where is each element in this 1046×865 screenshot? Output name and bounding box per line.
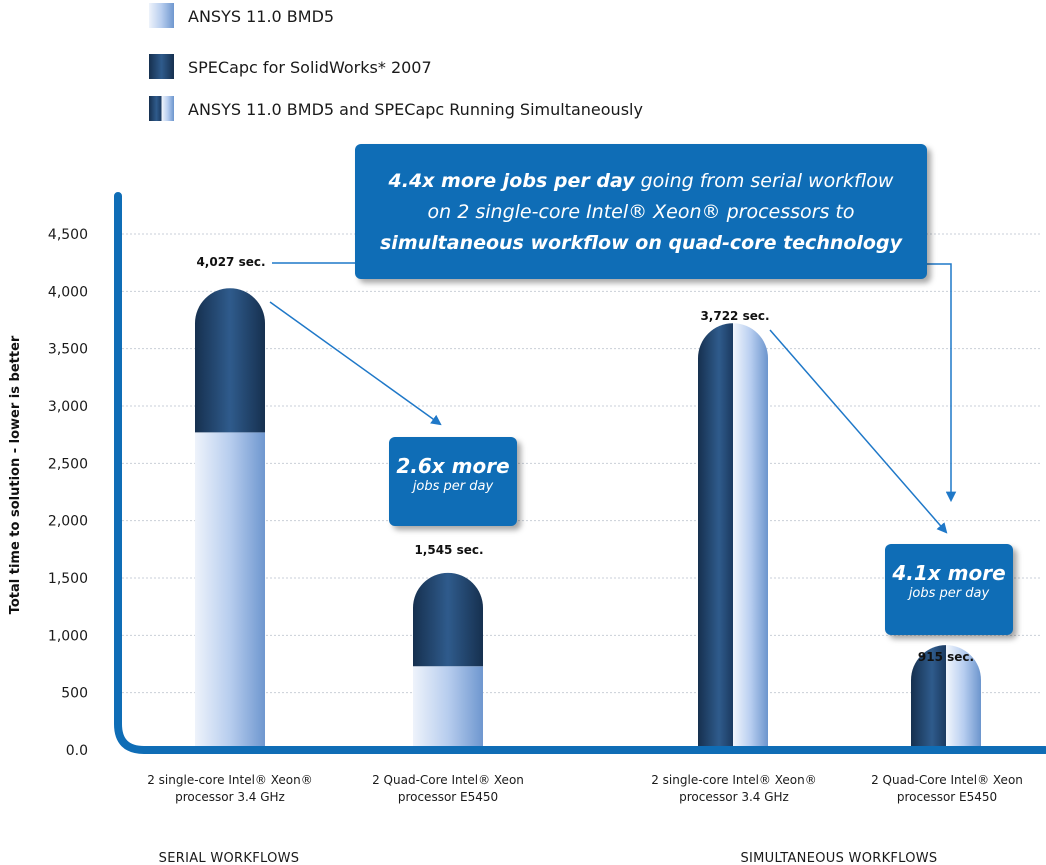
- bar-2-simultaneous-right: [733, 323, 768, 750]
- main-callout-bold3: simultaneous workflow on quad-core techn…: [380, 232, 902, 254]
- legend-label-simultaneous: ANSYS 11.0 BMD5 and SPECapc Running Simu…: [188, 100, 643, 119]
- serial-speedup-caption: jobs per day: [412, 479, 494, 494]
- legend-label-specapc: SPECapc for SolidWorks* 2007: [188, 58, 432, 77]
- category-label-3-line-0: 2 Quad-Core Intel® Xeon: [871, 773, 1023, 787]
- main-callout-rest1: going from serial workflow: [634, 170, 894, 192]
- y-tick-label-3500: 3,500: [48, 342, 88, 358]
- y-tick-label-2500: 2,500: [48, 456, 88, 472]
- axes: [114, 192, 1046, 754]
- y-tick-label-1000: 1,000: [48, 628, 88, 644]
- bar-0-ansys-segment: [195, 432, 265, 750]
- serial-speedup-value: 2.6x more: [396, 454, 510, 478]
- y-tick-label-0: 0.0: [66, 743, 88, 759]
- main-callout-line2: on 2 single-core Intel® Xeon® processors…: [427, 201, 855, 223]
- value-labels: 4,027 sec. 1,545 sec. 3,722 sec. 915 sec.: [196, 255, 974, 664]
- legend-item-simultaneous: ANSYS 11.0 BMD5 and SPECapc Running Simu…: [149, 96, 643, 121]
- bar-3-simultaneous-left: [911, 645, 946, 750]
- legend-item-ansys: ANSYS 11.0 BMD5: [149, 3, 334, 28]
- value-label-0: 4,027 sec.: [196, 255, 265, 269]
- category-label-1-line-0: 2 Quad-Core Intel® Xeon: [372, 773, 524, 787]
- category-label-0-line-1: processor 3.4 GHz: [175, 790, 285, 804]
- legend-label-ansys: ANSYS 11.0 BMD5: [188, 7, 334, 26]
- legend-swatch-ansys: [149, 3, 174, 28]
- legend: ANSYS 11.0 BMD5 SPECapc for SolidWorks* …: [149, 3, 643, 121]
- bar-2-simultaneous-left: [698, 323, 733, 750]
- y-tick-labels: 0.0 500 1,000 1,500 2,000 2,500 3,000 3,500 4,00…: [48, 227, 88, 759]
- value-label-2: 3,722 sec.: [700, 309, 769, 323]
- category-label-0-line-0: 2 single-core Intel® Xeon®: [147, 773, 313, 787]
- category-labels: 2 single-core Intel® Xeon® processor 3.4 …: [147, 773, 1023, 865]
- y-tick-label-4000: 4,000: [48, 284, 88, 300]
- arrows: [269, 262, 957, 534]
- value-label-1: 1,545 sec.: [414, 543, 483, 557]
- simultaneous-speedup-value: 4.1x more: [892, 561, 1006, 585]
- value-label-3: 915 sec.: [918, 650, 974, 664]
- simultaneous-speedup-callout: 4.1x more jobs per day: [885, 544, 1013, 635]
- arrow-serial-speedup: [269, 301, 442, 426]
- legend-swatch-simultaneous-right: [161, 96, 174, 121]
- legend-item-specapc: SPECapc for SolidWorks* 2007: [149, 54, 432, 79]
- y-tick-label-3000: 3,000: [48, 399, 88, 415]
- main-callout-line1: 4.4x more jobs per day going from serial…: [365, 166, 917, 197]
- category-label-3-line-1: processor E5450: [897, 790, 997, 804]
- y-tick-label-500: 500: [61, 686, 88, 702]
- legend-swatch-simultaneous-left: [149, 96, 162, 121]
- arrow-main-to-quadcore: [927, 263, 957, 503]
- y-tick-label-1500: 1,500: [48, 571, 88, 587]
- axis-line: [114, 192, 1046, 754]
- category-label-2-line-1: processor 3.4 GHz: [679, 790, 789, 804]
- main-callout-line3: simultaneous workflow on quad-core techn…: [365, 228, 917, 259]
- group-label-0: SERIAL WORKFLOWS: [159, 851, 300, 865]
- y-tick-label-2000: 2,000: [48, 514, 88, 530]
- bars: [195, 288, 981, 750]
- group-label-1: SIMULTANEOUS WORKFLOWS: [740, 851, 937, 865]
- serial-speedup-callout: 2.6x more jobs per day: [389, 437, 517, 526]
- arrow-simultaneous-speedup: [769, 329, 948, 534]
- legend-swatch-specapc: [149, 54, 174, 79]
- bar-0-specapc-segment: [195, 288, 265, 433]
- bar-3-simultaneous-right: [946, 645, 981, 750]
- y-axis-label: Total time to solution - lower is better: [8, 335, 23, 614]
- bar-1-ansys-segment: [413, 666, 483, 750]
- simultaneous-speedup-caption: jobs per day: [908, 586, 990, 601]
- main-callout-bold1: 4.4x more jobs per day: [388, 170, 635, 192]
- category-label-2-line-0: 2 single-core Intel® Xeon®: [651, 773, 817, 787]
- y-tick-label-4500: 4,500: [48, 227, 88, 243]
- bar-1-specapc-segment: [413, 572, 483, 667]
- category-label-1-line-1: processor E5450: [398, 790, 498, 804]
- main-callout: 4.4x more jobs per day going from serial…: [355, 144, 927, 279]
